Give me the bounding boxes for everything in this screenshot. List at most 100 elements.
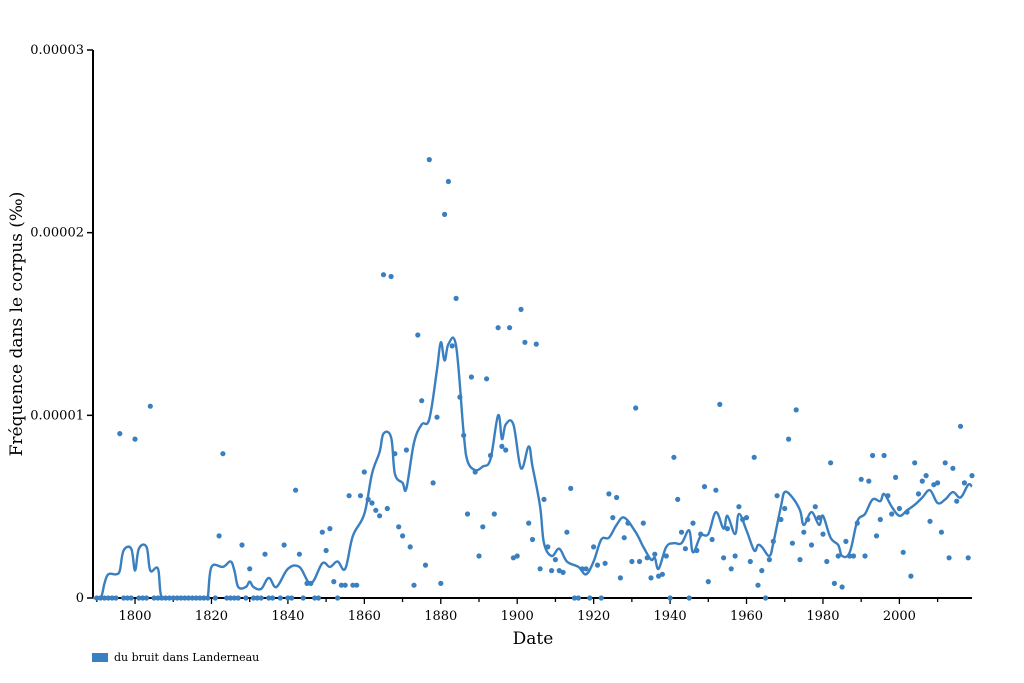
data-point [484,376,490,382]
data-point [751,454,757,460]
y-tick-label: 0 [76,591,84,606]
data-point [797,557,803,563]
data-point [235,595,241,601]
data-point [495,325,501,331]
data-point [361,469,367,475]
data-point [786,436,792,442]
data-layer [93,157,975,601]
data-point [228,595,234,601]
data-point [965,555,971,561]
data-point [652,551,658,557]
x-tick-label: 1980 [806,609,839,624]
series-line [93,336,973,600]
data-point [873,533,880,539]
y-axis-title: Fréquence dans le corpus (‰) [7,192,27,457]
data-point [357,493,364,499]
data-point [388,273,394,280]
data-point [113,595,119,601]
data-point [701,484,708,490]
data-point [377,513,383,519]
data-point [866,478,872,484]
data-point [606,491,612,497]
data-point [335,595,341,601]
data-point [957,423,964,429]
data-point [281,542,287,548]
data-point [659,571,666,577]
x-tick-label: 1900 [501,609,534,624]
data-point [724,526,731,532]
data-point [346,493,352,499]
x-tick-label: 1940 [654,609,687,624]
data-point [338,582,344,588]
legend-swatch [92,653,108,662]
data-point [870,452,876,459]
data-point [262,551,268,557]
data-point [889,511,895,517]
data-point [541,496,547,502]
data-point [147,403,153,409]
data-point [109,595,115,601]
data-point [480,524,486,530]
data-point [789,540,796,546]
data-point [369,500,375,506]
data-point [709,536,715,543]
x-tick-label: 1920 [577,609,610,624]
data-point [491,511,497,517]
data-point [522,339,528,345]
data-point [231,595,237,601]
data-point [636,558,643,565]
data-point [598,595,604,601]
data-point [908,573,914,579]
data-point [266,595,272,601]
data-point [296,551,302,557]
data-point [801,529,807,535]
data-point [518,306,524,312]
data-point [312,595,318,601]
data-point [143,595,150,601]
data-point [736,504,742,510]
data-point [464,511,471,517]
data-point [678,529,685,535]
data-point [591,544,597,550]
x-tick-label: 1820 [195,609,228,624]
data-point [124,595,130,601]
data-point [529,536,536,543]
data-point [453,295,459,301]
data-point [877,516,883,523]
x-tick-label: 1860 [348,609,381,624]
data-point [759,568,765,574]
data-point [755,582,761,588]
data-point [105,595,111,601]
data-point [121,595,127,601]
data-point [243,595,249,601]
data-point [411,582,417,588]
data-point [117,431,123,437]
data-point [732,553,738,559]
data-point [808,542,815,548]
data-point [285,595,291,601]
data-point [828,460,834,466]
data-point [927,518,933,524]
data-point [713,487,719,493]
data-point [101,595,108,601]
data-point [747,558,753,565]
data-point [315,595,322,601]
data-point [850,553,857,559]
data-point [721,555,727,561]
data-point [354,582,360,588]
data-point [671,454,677,460]
data-point [568,485,574,491]
data-point [396,524,402,530]
data-point [839,584,845,590]
data-point [766,557,773,563]
data-point [831,580,838,587]
data-point [812,504,818,510]
data-point [331,579,337,585]
data-point [155,595,161,601]
data-point [258,595,264,601]
data-point [442,211,448,217]
data-point [629,558,635,565]
data-point [633,405,639,411]
data-point [300,595,306,601]
